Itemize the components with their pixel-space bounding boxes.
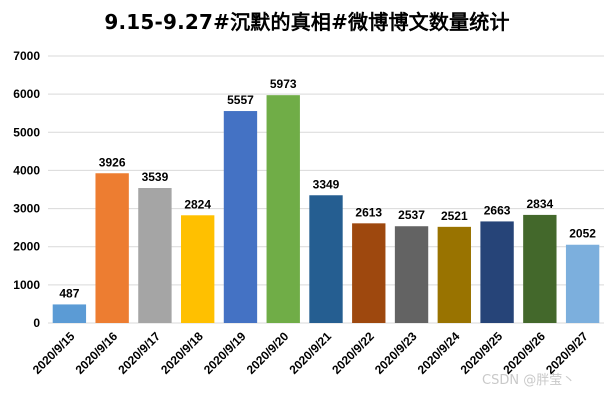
data-label: 2613 xyxy=(355,205,382,219)
x-tick-label: 2020/9/18 xyxy=(158,329,206,377)
x-tick-label: 2020/9/20 xyxy=(244,329,292,377)
x-tick-label: 2020/9/16 xyxy=(73,329,121,377)
bar-2020/9/17 xyxy=(138,188,172,323)
data-label: 2663 xyxy=(484,203,511,217)
data-label: 5557 xyxy=(227,93,254,107)
x-tick-label: 2020/9/17 xyxy=(115,329,163,377)
data-label: 3926 xyxy=(99,155,126,169)
y-tick-label: 6000 xyxy=(13,87,40,101)
bar-2020/9/23 xyxy=(394,226,429,323)
bar-2020/9/27 xyxy=(565,244,600,323)
x-tick-label: 2020/9/21 xyxy=(286,329,334,377)
bar-2020/9/26 xyxy=(523,214,557,323)
y-tick-label: 1000 xyxy=(13,278,40,292)
chart-title: 9.15-9.27#沉默的真相#微博博文数量统计 xyxy=(104,10,510,34)
y-tick-label: 0 xyxy=(33,316,40,330)
bar-2020/9/25 xyxy=(480,221,514,323)
bar-2020/9/15 xyxy=(52,304,87,323)
data-label: 5973 xyxy=(270,77,297,91)
bar-2020/9/16 xyxy=(95,173,129,323)
bar-2020/9/22 xyxy=(352,223,386,323)
data-label: 2052 xyxy=(569,227,596,241)
y-tick-label: 7000 xyxy=(13,49,40,63)
bar-2020/9/19 xyxy=(223,111,258,323)
data-label: 2537 xyxy=(398,208,425,222)
data-label: 3349 xyxy=(313,177,340,191)
y-tick-label: 5000 xyxy=(13,125,40,139)
y-tick-label: 3000 xyxy=(13,202,40,216)
y-tick-label: 2000 xyxy=(13,240,40,254)
y-tick-label: 4000 xyxy=(13,163,40,177)
data-label: 2834 xyxy=(526,197,553,211)
x-tick-label: 2020/9/19 xyxy=(201,329,249,377)
bar-2020/9/24 xyxy=(437,226,471,323)
x-tick-label: 2020/9/22 xyxy=(329,329,377,377)
x-tick-label: 2020/9/15 xyxy=(30,329,78,377)
x-tick-label: 2020/9/24 xyxy=(415,329,463,377)
x-tick-label: 2020/9/23 xyxy=(372,329,420,377)
data-label: 3539 xyxy=(142,170,169,184)
watermark: CSDN @胖莹丶 xyxy=(482,373,576,388)
bar-2020/9/20 xyxy=(266,95,300,323)
bar-2020/9/21 xyxy=(309,195,343,323)
data-label: 2824 xyxy=(184,197,211,211)
bar-2020/9/18 xyxy=(181,215,215,323)
data-label: 2521 xyxy=(441,209,468,223)
data-label: 487 xyxy=(59,286,79,300)
